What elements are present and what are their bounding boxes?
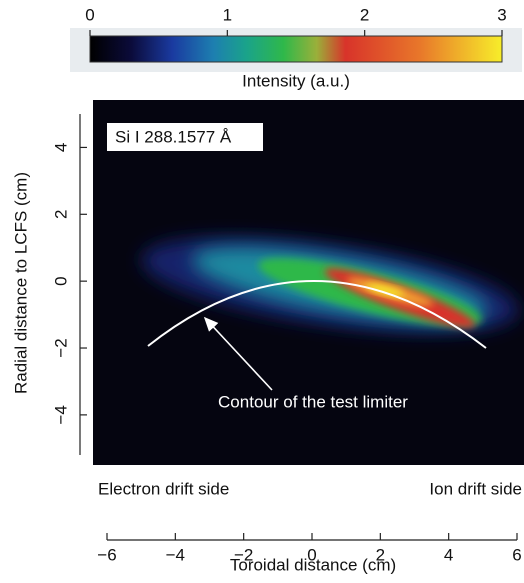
colorbar-label: Intensity (a.u.) [242, 71, 350, 90]
limiter-contour [147, 280, 487, 349]
x-tick-label: 2 [376, 545, 385, 564]
x-tick-label: 4 [444, 545, 453, 564]
y-axis-label: Radial distance to LCFS (cm) [11, 172, 30, 394]
y-tick-label: 0 [51, 276, 70, 285]
arrow-label: Contour of the test limiter [218, 392, 408, 411]
colorbar-tick-label: 1 [223, 5, 232, 24]
y-tick-label: 4 [51, 143, 70, 152]
y-tick-label: −2 [51, 338, 70, 357]
x-tick-label: −2 [234, 545, 253, 564]
x-axis-label: Toroidal distance (cm) [230, 555, 396, 574]
side-label: Electron drift side [98, 479, 229, 498]
x-tick-label: −4 [166, 545, 185, 564]
colorbar-tick-label: 3 [497, 5, 506, 24]
colorbar [89, 35, 503, 63]
y-tick-label: −4 [51, 405, 70, 424]
colorbar-tick-label: 2 [360, 5, 369, 24]
annotation-box [107, 123, 263, 151]
annotation: Si I 288.1577 Å [115, 127, 232, 146]
x-tick-label: −6 [97, 545, 116, 564]
y-tick-label: 2 [51, 210, 70, 219]
colorbar-tick-label: 0 [85, 5, 94, 24]
x-tick-label: 6 [512, 545, 521, 564]
x-tick-label: 0 [307, 545, 316, 564]
arrow [203, 316, 273, 391]
side-label: Ion drift side [429, 479, 522, 498]
